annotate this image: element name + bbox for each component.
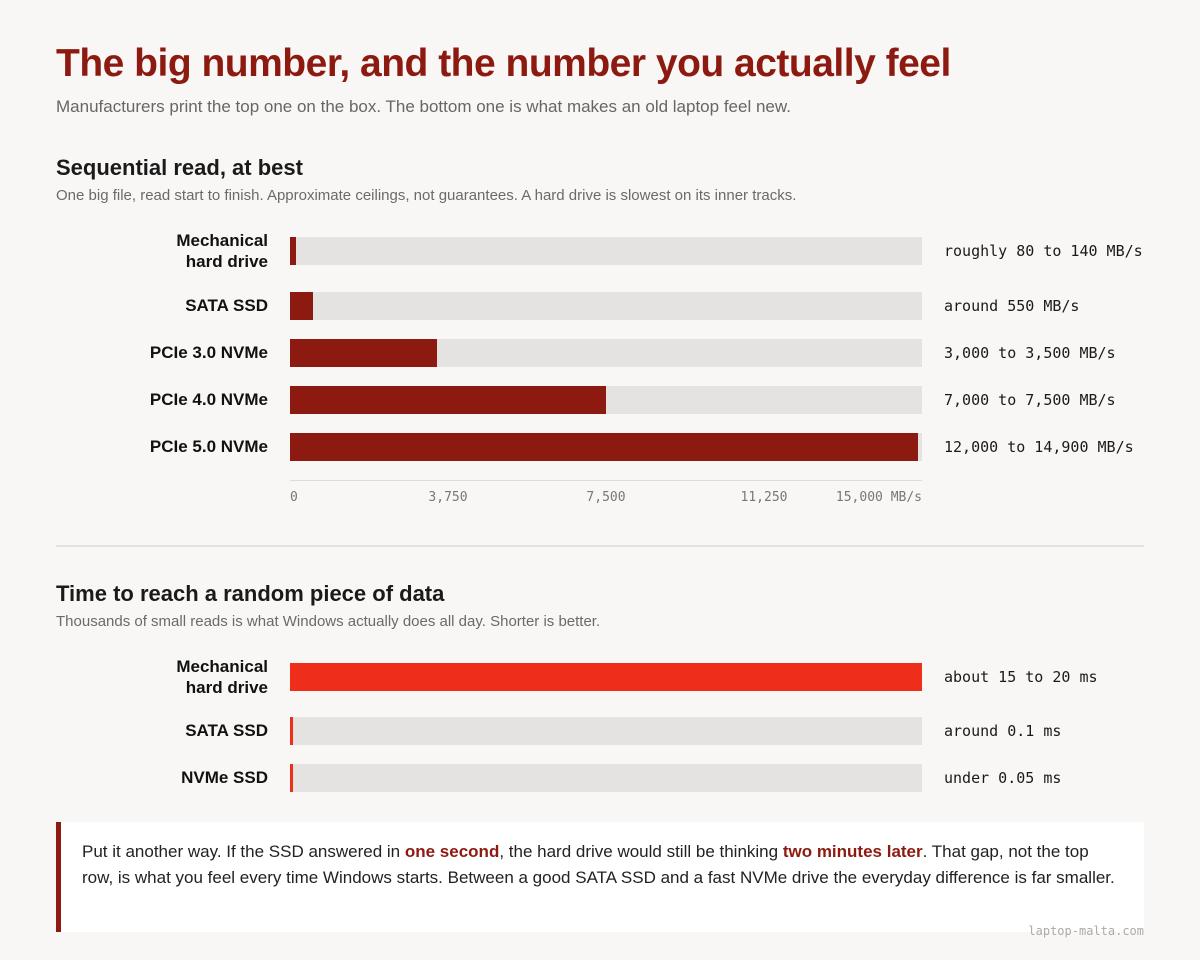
- page-subtitle: Manufacturers print the top one on the b…: [56, 97, 791, 116]
- bar-value-label: 12,000 to 14,900 MB/s: [944, 438, 1134, 456]
- axis-tick-label: 3,750: [428, 490, 468, 505]
- bar-track: [290, 339, 922, 367]
- bar: [290, 237, 296, 265]
- bar: [290, 717, 293, 745]
- bar-label: PCIe 4.0 NVMe: [149, 390, 268, 409]
- bar: [290, 339, 437, 367]
- callout-text-1: Put it another way. If the SSD answered …: [82, 842, 405, 861]
- axis-tick-label: 7,500: [586, 490, 626, 505]
- latency-chart-subtitle: Thousands of small reads is what Windows…: [56, 613, 601, 630]
- bar-value-label: around 0.1 ms: [944, 722, 1062, 740]
- latency-chart-title: Time to reach a random piece of data: [56, 581, 445, 606]
- bar-label: NVMe SSD: [181, 768, 268, 787]
- bar-label: SATA SSD: [185, 296, 268, 315]
- bar: [290, 663, 922, 691]
- bar-track: [290, 433, 922, 461]
- bar: [290, 386, 606, 414]
- seq-axis-line: [290, 480, 922, 481]
- bar: [290, 292, 313, 320]
- bar-value-label: 7,000 to 7,500 MB/s: [944, 391, 1116, 409]
- footer-credit: laptop-malta.com: [1028, 924, 1144, 938]
- axis-tick-label: 0: [290, 490, 298, 505]
- bar-track: [290, 717, 922, 745]
- bar-track: [290, 764, 922, 792]
- seq-chart-title: Sequential read, at best: [56, 155, 303, 180]
- bar-label: PCIe 3.0 NVMe: [149, 343, 268, 362]
- bar: [290, 433, 918, 461]
- callout-highlight-two-minutes: two minutes later: [782, 842, 923, 861]
- bar: [290, 764, 293, 792]
- seq-chart-subtitle: One big file, read start to finish. Appr…: [56, 187, 797, 204]
- axis-tick-label: 15,000 MB/s: [835, 490, 922, 505]
- bar-track: [290, 292, 922, 320]
- callout-text-3: . That gap, not the top row, is what you…: [82, 842, 1115, 887]
- bar-label: Mechanical hard drive: [176, 231, 268, 271]
- bar-value-label: roughly 80 to 140 MB/s: [944, 242, 1143, 260]
- bar-track: [290, 386, 922, 414]
- section-divider: [56, 545, 1144, 547]
- callout-highlight-one-second: one second: [404, 842, 500, 861]
- bar-track: [290, 237, 922, 265]
- bar-value-label: about 15 to 20 ms: [944, 668, 1098, 686]
- bar-label: SATA SSD: [185, 721, 268, 740]
- callout-box: Put it another way. If the SSD answered …: [56, 822, 1144, 932]
- page-title: The big number, and the number you actua…: [56, 42, 951, 85]
- bar-value-label: 3,000 to 3,500 MB/s: [944, 344, 1116, 362]
- bar-value-label: around 550 MB/s: [944, 297, 1080, 315]
- axis-tick-label: 11,250: [740, 490, 788, 505]
- callout-text-2: , the hard drive would still be thinking: [499, 842, 783, 861]
- bar-value-label: under 0.05 ms: [944, 769, 1062, 787]
- bar-track: [290, 663, 922, 691]
- bar-label: PCIe 5.0 NVMe: [149, 437, 268, 456]
- bar-label: Mechanical hard drive: [176, 657, 268, 697]
